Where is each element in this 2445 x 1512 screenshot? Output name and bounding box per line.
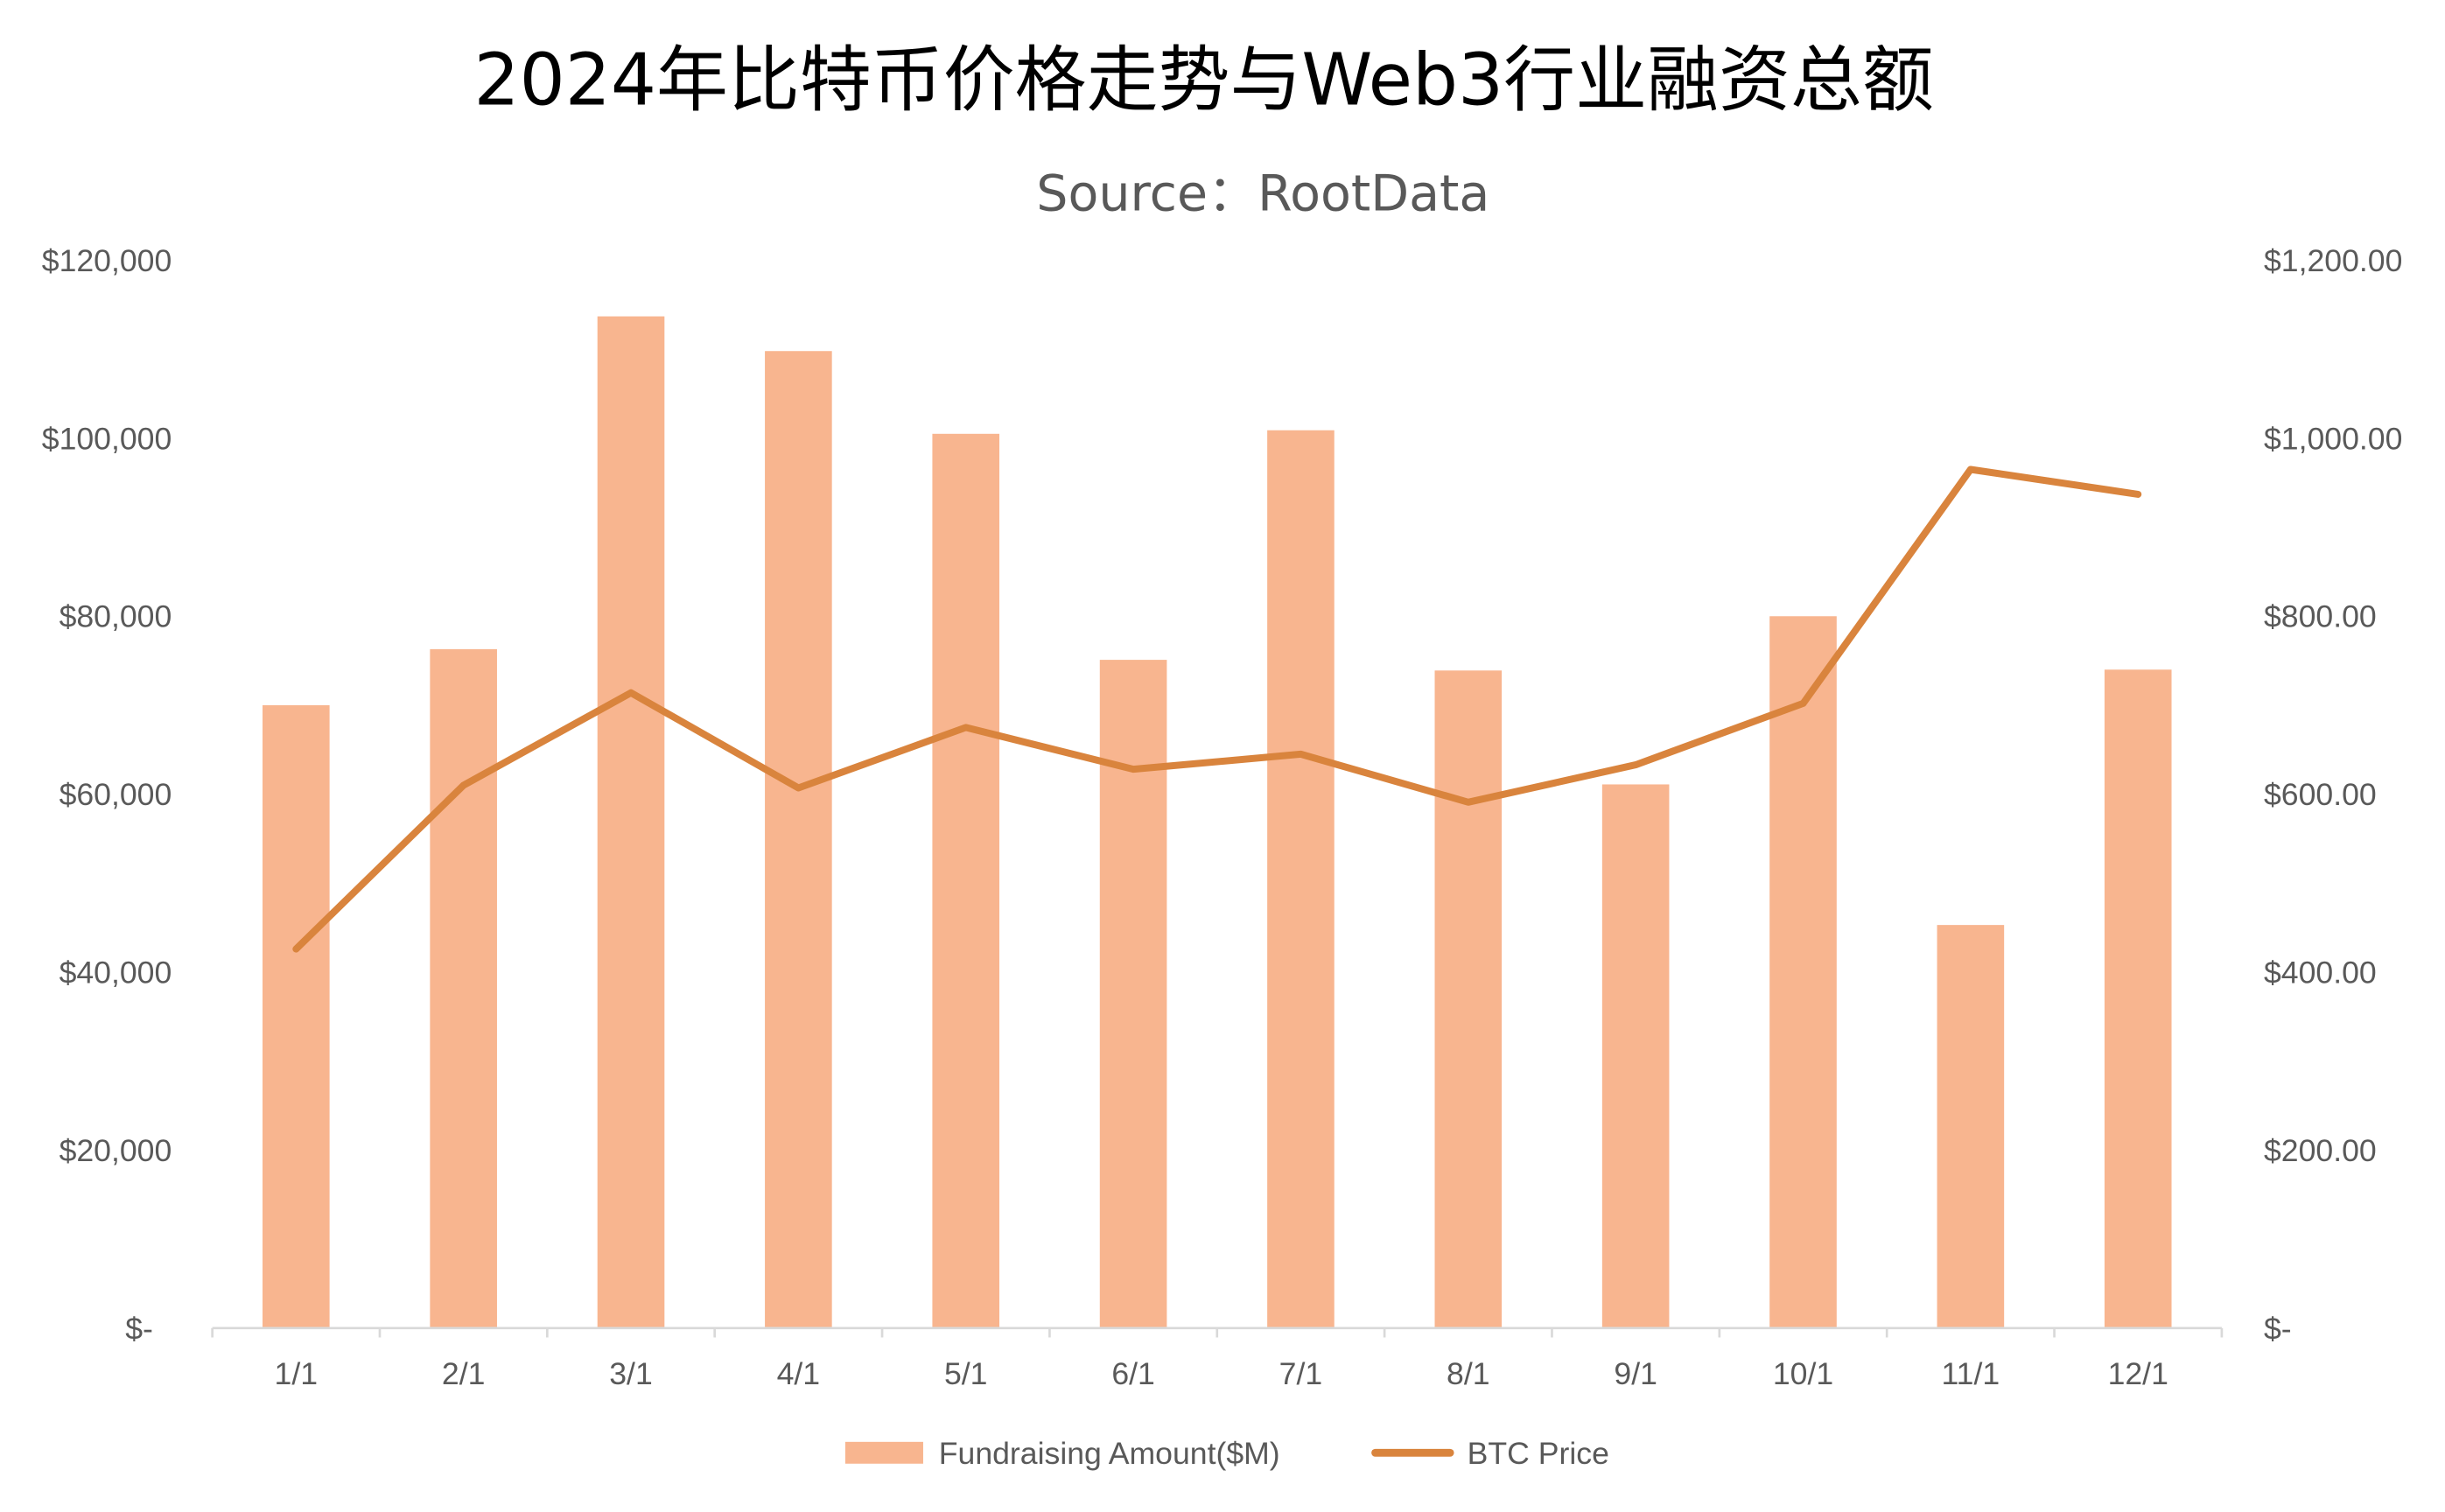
btc-price-line xyxy=(292,466,2142,953)
right-axis-tick-label: $400.00 xyxy=(2264,955,2377,990)
chart-title: 2024年比特币价格走势与Web3行业融资总额 xyxy=(473,38,1933,122)
left-axis: $- $20,000 $40,000 $60,000 $80,000 $100,000 $1… xyxy=(42,243,172,1346)
left-axis-tick-label: $- xyxy=(125,1311,153,1346)
bar-fundraising-7-1 xyxy=(1267,430,1335,1328)
x-axis-tick-label: 8/1 xyxy=(1447,1356,1490,1391)
x-axis: 1/1 2/1 3/1 4/1 5/1 6/1 7/1 8/1 9/1 10/1 11/1 12/1 xyxy=(211,1327,2224,1391)
bar-fundraising-4-1 xyxy=(765,351,832,1328)
bar-series xyxy=(263,316,2172,1328)
right-axis-tick-label: $800.00 xyxy=(2264,599,2377,634)
x-axis-tick-label: 6/1 xyxy=(1111,1356,1155,1391)
legend-label-fundraising: Fundraising Amount($M) xyxy=(939,1436,1280,1471)
right-axis-tick-label: $- xyxy=(2264,1311,2292,1346)
bar-fundraising-1-1 xyxy=(263,704,330,1328)
x-axis-tick-label: 2/1 xyxy=(442,1356,486,1391)
left-axis-tick-label: $40,000 xyxy=(60,955,172,990)
x-axis-tick-label: 1/1 xyxy=(275,1356,319,1391)
x-axis-tick-label: 10/1 xyxy=(1773,1356,1833,1391)
bar-fundraising-3-1 xyxy=(597,316,665,1328)
x-axis-tick-label: 11/1 xyxy=(1942,1356,2000,1391)
right-axis-tick-label: $200.00 xyxy=(2264,1133,2377,1168)
right-axis: $- $200.00 $400.00 $600.00 $800.00 $1,000.00 $… xyxy=(2264,243,2402,1346)
right-axis-tick-label: $600.00 xyxy=(2264,777,2377,812)
x-axis-tick-label: 7/1 xyxy=(1279,1356,1323,1391)
left-axis-tick-label: $20,000 xyxy=(60,1133,172,1168)
x-axis-tick-label: 9/1 xyxy=(1614,1356,1657,1391)
left-axis-tick-label: $100,000 xyxy=(42,421,172,456)
x-axis-tick-label: 5/1 xyxy=(944,1356,988,1391)
right-axis-tick-label: $1,200.00 xyxy=(2264,243,2402,278)
bar-fundraising-5-1 xyxy=(932,433,1000,1328)
left-axis-tick-label: $80,000 xyxy=(60,599,172,634)
x-axis-tick-label: 3/1 xyxy=(609,1356,653,1391)
left-axis-tick-label: $60,000 xyxy=(60,777,172,812)
left-axis-tick-label: $120,000 xyxy=(42,243,172,278)
x-axis-tick-label: 12/1 xyxy=(2108,1356,2168,1391)
bar-fundraising-2-1 xyxy=(430,648,497,1328)
legend-label-btc: BTC Price xyxy=(1468,1436,1609,1471)
legend: Fundraising Amount($M) BTC Price xyxy=(844,1436,1609,1471)
bar-fundraising-11-1 xyxy=(1937,925,2005,1328)
x-axis-tick-label: 4/1 xyxy=(777,1356,821,1391)
bar-fundraising-8-1 xyxy=(1434,670,1503,1328)
bar-fundraising-12-1 xyxy=(2104,669,2172,1328)
bar-fundraising-10-1 xyxy=(1769,616,1837,1328)
bar-fundraising-9-1 xyxy=(1601,784,1670,1328)
right-axis-tick-label: $1,000.00 xyxy=(2264,421,2402,456)
chart-subtitle: Source：RootData xyxy=(1036,164,1489,222)
line-series xyxy=(292,466,2142,953)
legend-swatch-fundraising xyxy=(844,1441,923,1464)
